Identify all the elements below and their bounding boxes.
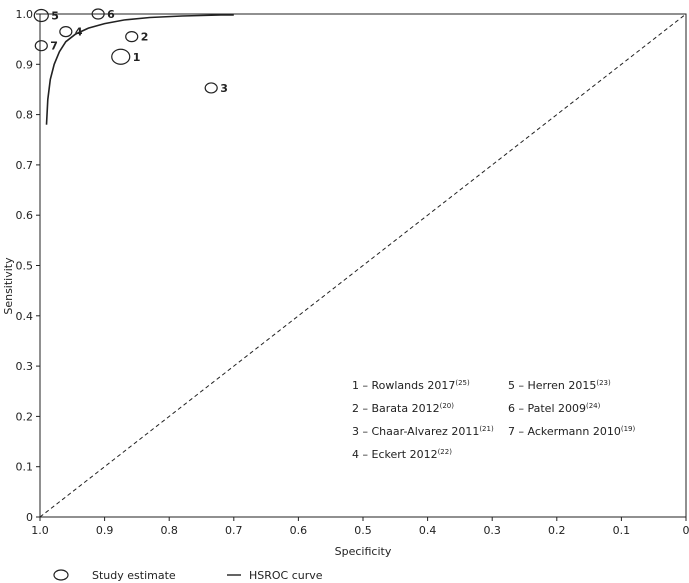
study-legend-item-2: 2 – Barata 2012(20): [352, 402, 454, 415]
study-point-7: [34, 40, 48, 52]
reference-diagonal-line: [39, 13, 687, 518]
study-legend-item-7: 7 – Ackermann 2010(19): [508, 425, 635, 438]
study-legend-item-6: 6 – Patel 2009(24): [508, 402, 601, 415]
x-tick-label: 0: [683, 524, 689, 537]
study-point-label-3: 3: [220, 82, 228, 95]
legend-ellipse-icon: [53, 569, 69, 581]
study-point-4: [59, 26, 73, 38]
study-point-label-7: 7: [50, 40, 58, 53]
y-axis-label: Sensitivity: [2, 257, 15, 315]
study-legend-item-5: 5 – Herren 2015(23): [508, 379, 611, 392]
hsroc-curve-layer: [45, 14, 234, 125]
study-legend-item-1: 1 – Rowlands 2017(25): [352, 379, 470, 392]
study-point-5: [33, 8, 49, 23]
study-legend-item-4: 4 – Eckert 2012(22): [352, 448, 452, 461]
legend-hsroc-curve-label: HSROC curve: [249, 569, 323, 582]
study-point-2: [125, 31, 139, 43]
study-point-6: [91, 8, 105, 20]
study-legend-item-3: 3 – Chaar-Alvarez 2011(21): [352, 425, 494, 438]
study-point-label-6: 6: [107, 8, 115, 21]
y-tick-label: 0.7: [16, 159, 34, 172]
x-tick-label: 0.3: [483, 524, 501, 537]
x-tick-label: 0.5: [354, 524, 372, 537]
x-tick-label: 1.0: [31, 524, 49, 537]
study-point-label-1: 1: [133, 51, 141, 64]
x-tick-label: 0.2: [548, 524, 566, 537]
y-tick-label: 0.3: [16, 360, 34, 373]
x-tick-label: 0.7: [225, 524, 243, 537]
study-list-legend: 1 – Rowlands 2017(25) 2 – Barata 2012(20)…: [352, 379, 635, 461]
x-tick-label: 0.9: [96, 524, 114, 537]
y-tick-label: 0.6: [16, 209, 34, 222]
x-axis-label: Specificity: [335, 545, 392, 558]
x-tick-label: 0.6: [290, 524, 308, 537]
study-point-label-2: 2: [141, 31, 149, 44]
study-point-1: [111, 48, 131, 65]
y-tick-label: 0.1: [16, 461, 34, 474]
x-tick-label: 0.1: [613, 524, 631, 537]
y-tick-label: 0.5: [16, 260, 34, 273]
axis-ticks-layer: 1.0 0.9 0.8 0.7 0.6 0.5 0.4 0.3 0.2 0.1 0 0 0.1 0.2 0.…: [16, 8, 689, 537]
legend-study-estimate-label: Study estimate: [92, 569, 176, 582]
y-tick-label: 0.2: [16, 410, 34, 423]
x-tick-label: 0.8: [160, 524, 178, 537]
study-points-layer: 12 3 4 5 6 7: [33, 8, 228, 95]
hsroc-curve: [45, 14, 234, 125]
study-point-label-4: 4: [75, 26, 83, 39]
y-tick-label: 0: [26, 511, 33, 524]
study-point-3: [204, 82, 218, 94]
study-point-label-5: 5: [51, 10, 59, 23]
y-tick-label: 0.8: [16, 109, 34, 122]
x-tick-label: 0.4: [419, 524, 437, 537]
chart-legend: Study estimate HSROC curve: [53, 569, 323, 582]
y-tick-label: 0.4: [16, 310, 34, 323]
y-tick-label: 1.0: [16, 8, 34, 21]
y-tick-label: 0.9: [16, 58, 34, 71]
plot-area: [39, 13, 687, 518]
